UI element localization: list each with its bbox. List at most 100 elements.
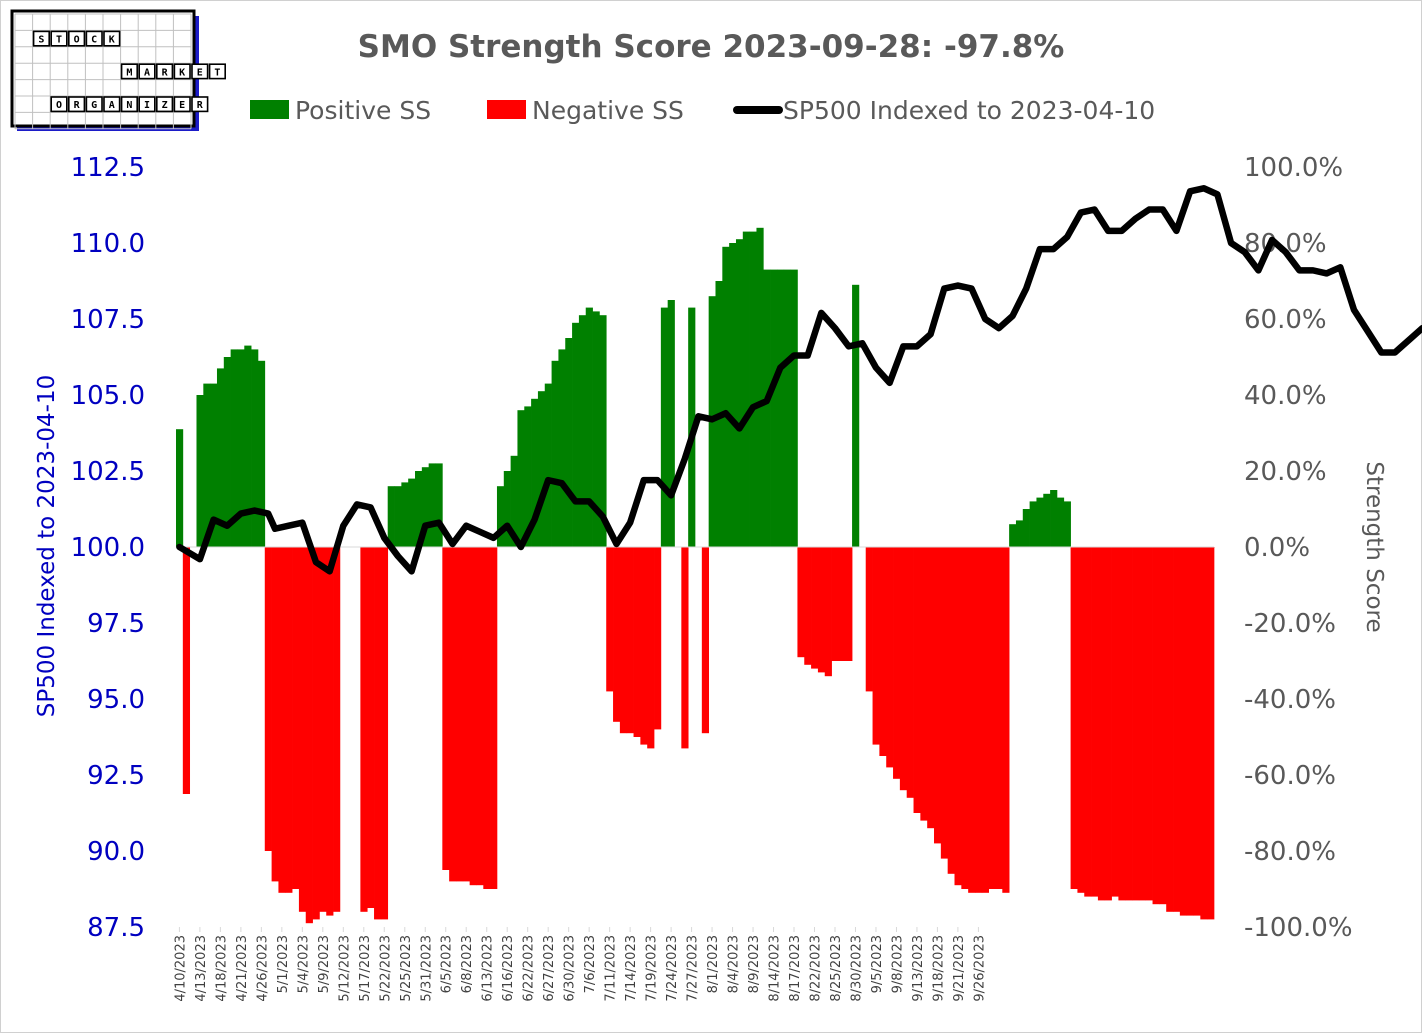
right-tick-label: -60.0% [1244, 761, 1336, 791]
x-tick-label: 5/9/2023 [317, 935, 332, 993]
legend-negative-swatch [487, 100, 526, 119]
x-tick-label: 7/19/2023 [645, 935, 660, 1002]
logo-letter-tile [156, 63, 174, 80]
positive-ss-bar [394, 486, 402, 547]
negative-ss-bar [824, 547, 832, 677]
logo-letter: A [109, 100, 115, 111]
positive-ss-bar [435, 463, 443, 547]
positive-ss-bar [558, 349, 566, 547]
negative-ss-bar [817, 547, 826, 673]
negative-ss-bar [934, 547, 942, 844]
positive-ss-bar [790, 269, 798, 547]
logo-letter-tile [120, 63, 138, 80]
x-tick-label: 7/11/2023 [604, 935, 619, 1002]
positive-ss-bar [517, 410, 525, 547]
negative-ss-bar [1152, 547, 1160, 905]
negative-ss-bar [476, 547, 484, 886]
negative-ss-bar [899, 547, 908, 791]
positive-ss-bar [428, 463, 436, 547]
positive-ss-bar [1015, 520, 1024, 547]
negative-ss-bar [988, 547, 996, 889]
x-tick-label: 6/13/2023 [481, 935, 496, 1002]
positive-ss-bar [660, 307, 669, 547]
negative-ss-bar [961, 547, 969, 889]
x-tick-label: 5/12/2023 [337, 935, 352, 1002]
positive-ss-bar [1063, 501, 1071, 547]
negative-ss-bar [974, 547, 983, 893]
x-tick-label: 6/22/2023 [522, 935, 537, 1002]
x-tick-label: 9/21/2023 [952, 935, 967, 1002]
positive-ss-bar [585, 307, 593, 547]
negative-ss-bar [455, 547, 464, 882]
negative-ss-bar [927, 547, 935, 829]
negative-ss-bar [838, 547, 846, 661]
positive-ss-bar [592, 311, 600, 547]
logo-letter-tile [68, 30, 86, 47]
x-tick-label: 9/26/2023 [972, 935, 987, 1002]
logo-letter: R [74, 100, 81, 111]
positive-ss-bar [401, 482, 409, 547]
logo-letter-tile [50, 96, 68, 113]
x-tick-label: 8/30/2023 [849, 935, 864, 1002]
negative-ss-bar [483, 547, 491, 889]
x-tick-label: 5/1/2023 [276, 935, 291, 993]
right-tick-label: 20.0% [1244, 457, 1327, 487]
right-tick-label: 60.0% [1244, 305, 1327, 335]
positive-ss-bar [510, 455, 518, 547]
negative-ss-bar [264, 547, 272, 851]
positive-ss-bar [742, 231, 750, 547]
positive-ss-bar [1029, 501, 1037, 547]
negative-ss-bar [1091, 547, 1099, 897]
negative-ss-bar [940, 547, 949, 859]
negative-ss-bar [947, 547, 955, 874]
negative-ss-bar [797, 547, 805, 658]
x-tick-label: 5/17/2023 [358, 935, 373, 1002]
x-tick-label: 5/25/2023 [399, 935, 414, 1002]
positive-ss-bar [251, 349, 259, 547]
logo-letter: I [144, 100, 150, 111]
negative-ss-bar [613, 547, 621, 722]
positive-ss-bar [729, 243, 737, 547]
logo-letter-tile [103, 30, 121, 47]
logo-letter-tile [138, 96, 156, 113]
positive-ss-bar [1022, 509, 1030, 547]
x-tick-label: 5/22/2023 [378, 935, 393, 1002]
negative-ss-bar [954, 547, 962, 886]
x-tick-label: 6/5/2023 [440, 935, 455, 993]
positive-ss-bar [572, 322, 580, 547]
negative-ss-bar [831, 547, 839, 661]
negative-ss-bar [1207, 547, 1215, 920]
logo-letter: T [214, 67, 220, 78]
logo-letter: E [197, 67, 203, 78]
negative-ss-bar [681, 547, 689, 749]
negative-ss-bar [968, 547, 976, 893]
positive-ss-bar [1036, 497, 1044, 547]
negative-ss-bar [298, 547, 307, 912]
positive-ss-bar [203, 383, 211, 547]
negative-ss-bar [271, 547, 279, 882]
positive-ss-bar [763, 269, 771, 547]
chart-title: SMO Strength Score 2023-09-28: -97.8% [358, 29, 1065, 65]
positive-ss-bar [387, 486, 395, 547]
positive-ss-bar [237, 349, 245, 547]
positive-ss-bar [210, 383, 218, 547]
x-tick-label: 4/18/2023 [214, 935, 229, 1002]
logo-letter-tile [85, 96, 103, 113]
negative-ss-bar [654, 547, 662, 730]
negative-ss-bar [1200, 547, 1208, 920]
positive-ss-bar [1050, 490, 1058, 547]
negative-ss-bar [1193, 547, 1201, 916]
stock-market-organizer-logo: S T O C KM A R K E TO R G A N I Z E R [10, 9, 227, 131]
legend-positive-swatch [250, 100, 289, 119]
positive-ss-bar [551, 360, 559, 547]
negative-ss-bar [367, 547, 375, 908]
right-tick-label: 0.0% [1244, 533, 1310, 563]
sp500-line [176, 185, 1422, 575]
x-tick-label: 8/22/2023 [809, 935, 824, 1002]
positive-ss-bar [756, 227, 764, 548]
logo-letter: G [91, 100, 97, 111]
logo-grid: S T O C KM A R K E TO R G A N I Z E R [14, 13, 227, 130]
negative-ss-bar [462, 547, 470, 882]
